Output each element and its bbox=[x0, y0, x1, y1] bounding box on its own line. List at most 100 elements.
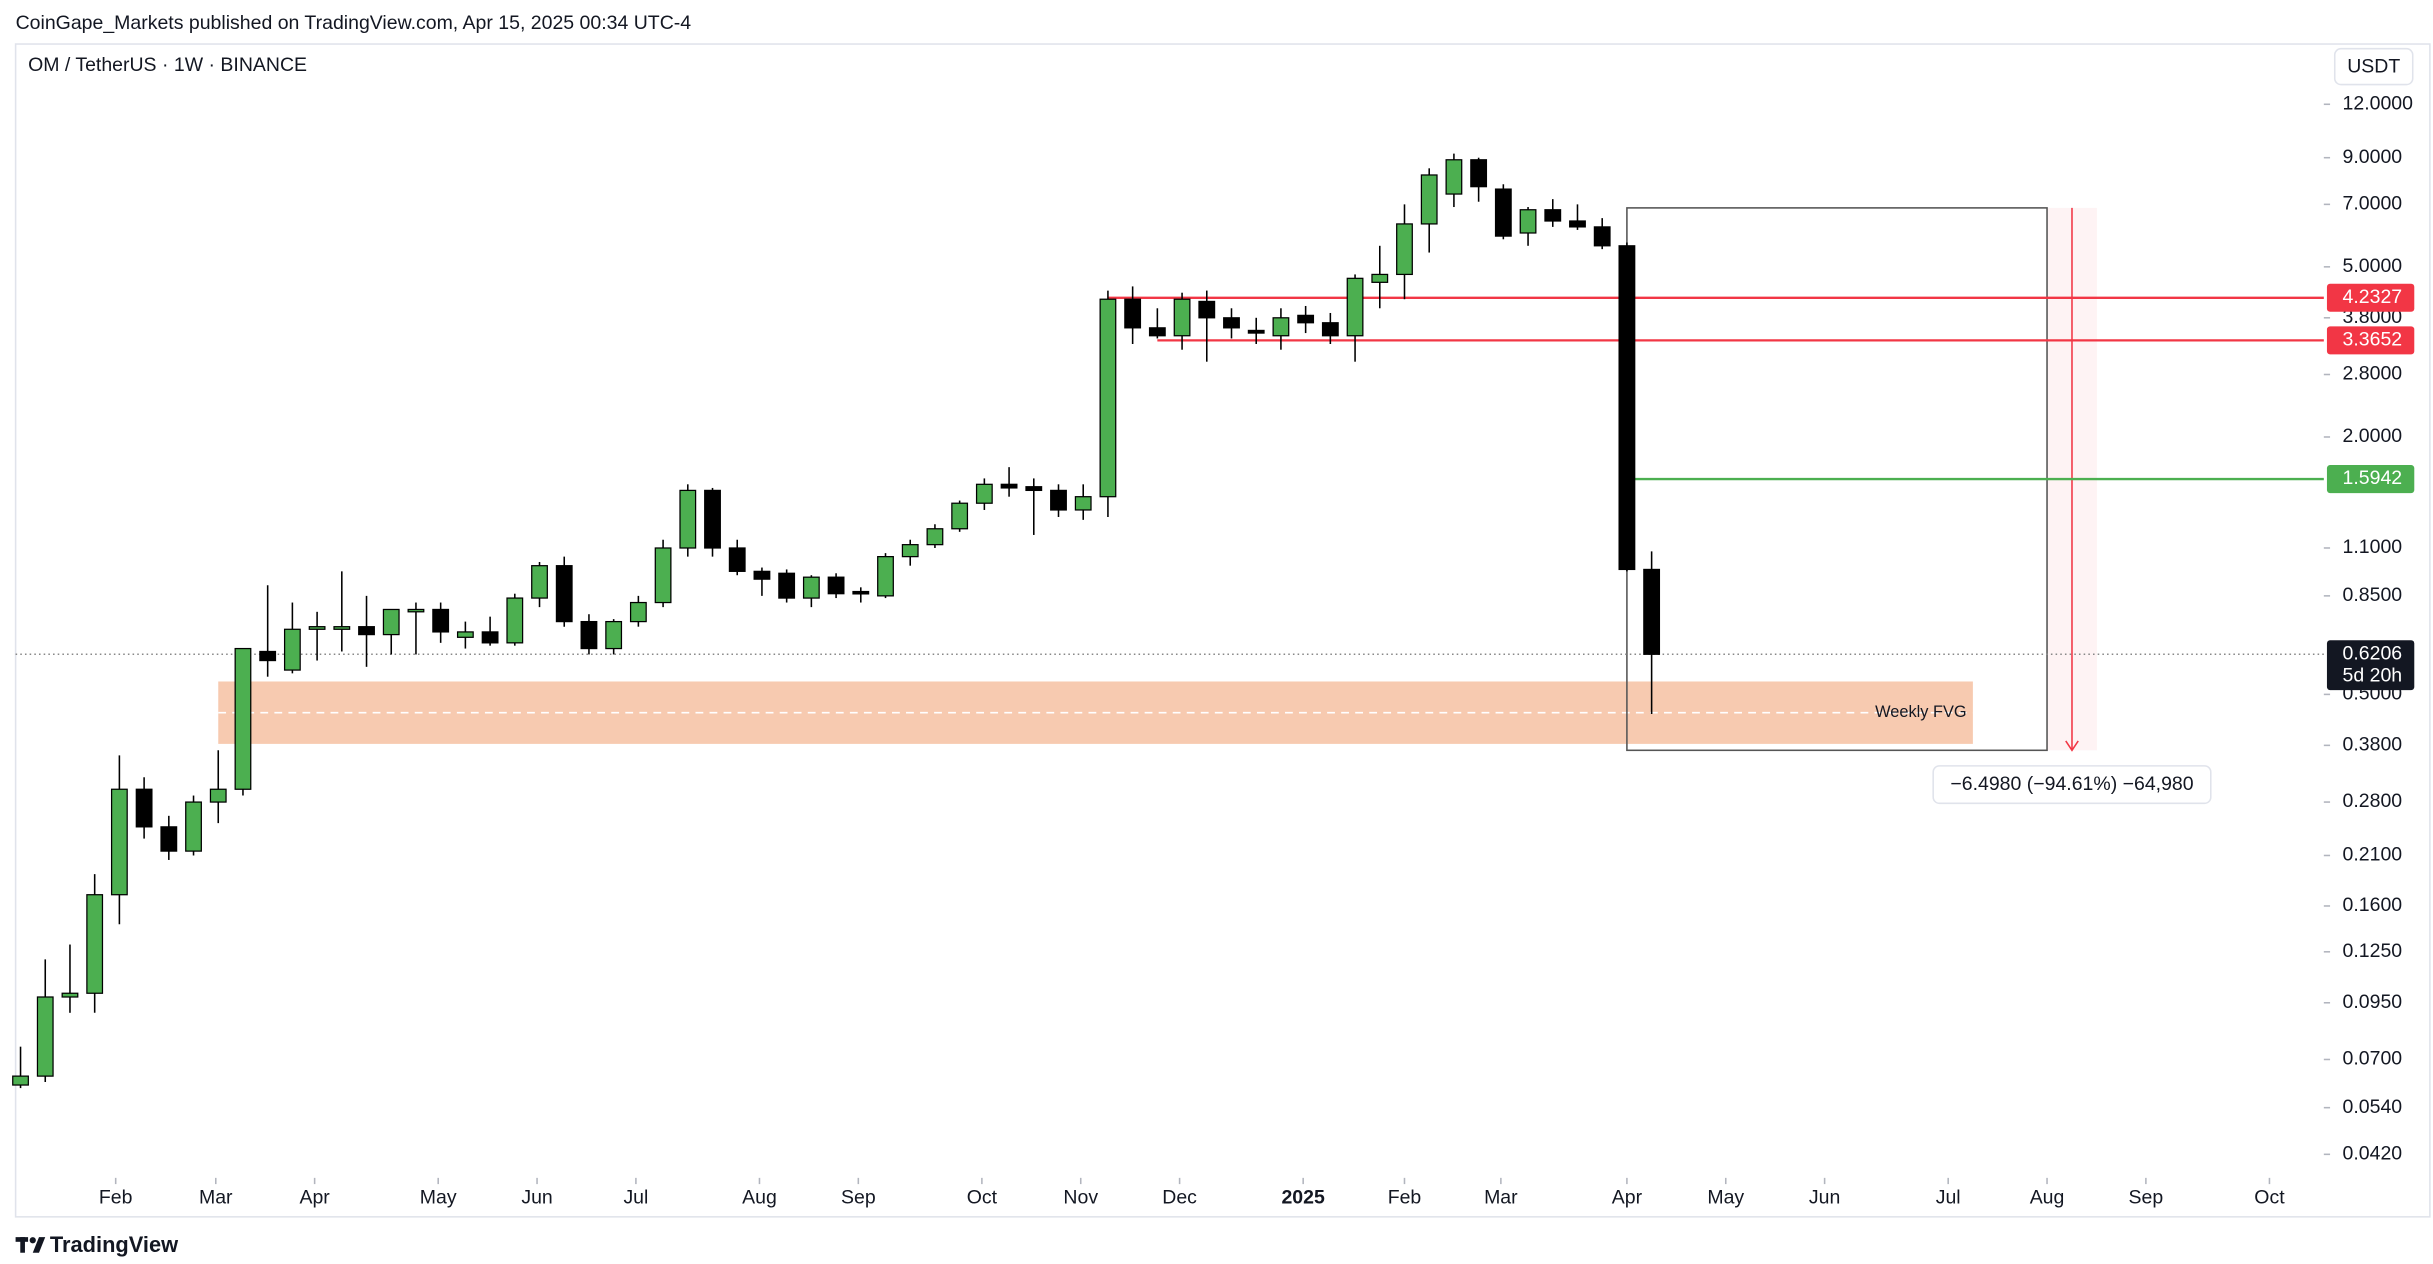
candle-body bbox=[1173, 298, 1191, 337]
x-tick-label: Nov bbox=[1063, 1186, 1098, 1208]
candle-body bbox=[1050, 489, 1067, 511]
candle-body bbox=[1618, 245, 1636, 571]
x-tick-label: Mar bbox=[1484, 1186, 1518, 1208]
y-tick-label: 1.1000 bbox=[2343, 536, 2403, 558]
level-price-label: 1.5942 bbox=[2343, 467, 2403, 489]
last-price-box bbox=[2326, 640, 2415, 691]
candle-body bbox=[1000, 483, 1018, 489]
level-price-label: 3.3652 bbox=[2343, 329, 2403, 351]
x-tick-label: Jun bbox=[521, 1186, 552, 1208]
level-price-label: 4.2327 bbox=[2343, 286, 2403, 308]
x-tick-label: 2025 bbox=[1281, 1186, 1325, 1208]
candle-body bbox=[1519, 209, 1537, 234]
currency-box bbox=[2333, 47, 2414, 86]
y-tick-label: 2.0000 bbox=[2343, 425, 2403, 447]
y-tick-label: 0.1250 bbox=[2343, 940, 2403, 962]
candle-body bbox=[1074, 496, 1092, 511]
candle-body bbox=[926, 528, 944, 546]
x-tick-label: Oct bbox=[2254, 1186, 2285, 1208]
candle-body bbox=[1272, 317, 1290, 337]
y-tick-label: 2.8000 bbox=[2343, 363, 2403, 385]
y-tick-label: 0.1600 bbox=[2343, 894, 2403, 916]
candle-body bbox=[456, 631, 474, 638]
y-tick-label: 0.2800 bbox=[2343, 790, 2403, 812]
candle-body bbox=[1371, 273, 1389, 283]
candle-body bbox=[605, 620, 623, 650]
candle-body bbox=[975, 483, 993, 504]
x-tick-label: Oct bbox=[967, 1186, 998, 1208]
candle-body bbox=[61, 992, 79, 998]
x-tick-label: Jul bbox=[1936, 1186, 1961, 1208]
candle-body bbox=[1593, 226, 1611, 247]
x-tick-label: May bbox=[420, 1186, 457, 1208]
candle-body bbox=[1223, 317, 1240, 329]
candle-body bbox=[432, 608, 450, 633]
candle-body bbox=[629, 601, 647, 623]
candle-body bbox=[531, 565, 548, 599]
candle-body bbox=[580, 620, 598, 650]
x-tick-label: Jun bbox=[1809, 1186, 1840, 1208]
candle-body bbox=[1321, 322, 1339, 337]
candle-body bbox=[407, 608, 425, 613]
candle-body bbox=[209, 788, 227, 803]
candle-body bbox=[110, 788, 128, 896]
candle-body bbox=[259, 650, 277, 662]
candle-body bbox=[1420, 174, 1438, 225]
candle-body bbox=[1445, 159, 1463, 195]
candle-body bbox=[135, 788, 153, 828]
candle-body bbox=[1198, 300, 1216, 319]
level-price-box bbox=[2326, 326, 2415, 355]
candle-body bbox=[1494, 188, 1512, 237]
x-tick-label: Feb bbox=[99, 1186, 133, 1208]
candle-body bbox=[802, 576, 820, 599]
x-tick-label: May bbox=[1707, 1186, 1744, 1208]
candle-body bbox=[506, 597, 524, 644]
candle-body bbox=[185, 801, 202, 852]
candle-body bbox=[1124, 298, 1142, 329]
y-tick-label: 0.3800 bbox=[2343, 734, 2403, 756]
candle-body bbox=[1544, 209, 1562, 222]
candle-body bbox=[12, 1075, 29, 1086]
candle-body bbox=[1643, 568, 1661, 655]
y-tick-label: 0.0420 bbox=[2343, 1142, 2403, 1164]
x-tick-label: Mar bbox=[199, 1186, 233, 1208]
candle-body bbox=[1148, 327, 1166, 337]
candle-body bbox=[753, 570, 771, 580]
candle-body bbox=[36, 996, 54, 1077]
candle-body bbox=[778, 572, 796, 599]
candle-body bbox=[555, 565, 573, 623]
chart-title: OM / TetherUS · 1W · BINANCE bbox=[28, 54, 307, 76]
candle-body bbox=[1569, 220, 1586, 228]
candle-body bbox=[1025, 486, 1043, 492]
candle-body bbox=[1346, 277, 1364, 337]
candle-body bbox=[283, 628, 301, 671]
chart-frame bbox=[14, 43, 2431, 1218]
candle-body bbox=[679, 489, 697, 549]
y-tick-label: 0.8500 bbox=[2343, 584, 2403, 606]
y-tick-label: 0.0950 bbox=[2343, 991, 2403, 1013]
candle-body bbox=[1396, 223, 1413, 276]
x-tick-label: Sep bbox=[841, 1186, 876, 1208]
level-price-box bbox=[2326, 283, 2415, 312]
candle-body bbox=[481, 631, 499, 644]
candle-body bbox=[1297, 314, 1315, 324]
candle-body bbox=[234, 647, 252, 790]
currency: USDT bbox=[2347, 56, 2400, 78]
candle-body bbox=[728, 547, 746, 572]
candle-body bbox=[654, 547, 672, 604]
y-tick-label: 0.0700 bbox=[2343, 1048, 2403, 1070]
y-tick-label: 5.0000 bbox=[2343, 255, 2403, 277]
candle-body bbox=[1247, 329, 1265, 334]
measure-label: −6.4980 (−94.61%) −64,980 bbox=[1950, 773, 2193, 795]
candle-body bbox=[901, 544, 919, 558]
candle-body bbox=[827, 576, 845, 595]
x-tick-label: Feb bbox=[1388, 1186, 1422, 1208]
y-tick-label: 0.2100 bbox=[2343, 844, 2403, 866]
candle-body bbox=[160, 826, 178, 852]
brand-logo bbox=[15, 1237, 46, 1253]
candle-body bbox=[382, 608, 400, 636]
publish-info: CoinGape_Markets published on TradingVie… bbox=[16, 12, 692, 34]
candle-body bbox=[951, 502, 969, 530]
candle-body bbox=[333, 626, 351, 630]
